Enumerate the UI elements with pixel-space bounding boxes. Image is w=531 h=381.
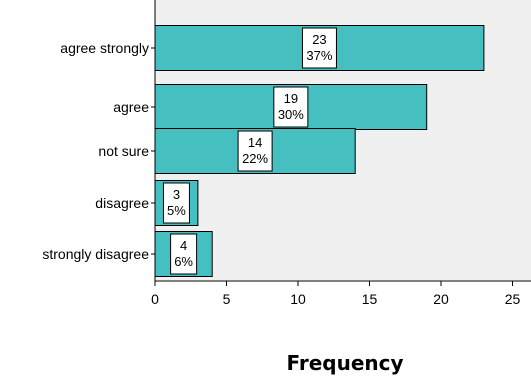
- category-label: not sure: [98, 143, 149, 159]
- category-label: agree strongly: [60, 40, 149, 56]
- data-label-count: 23: [312, 32, 326, 47]
- data-label-box: [301, 27, 337, 69]
- category-axis: agree strongly agree not sure disagree stron…: [42, 40, 155, 262]
- category-label: agree: [113, 99, 149, 115]
- x-tick-label: 5: [223, 291, 231, 307]
- data-label-percent: 37%: [306, 48, 332, 63]
- data-label: 46%: [170, 233, 198, 275]
- data-label: 35%: [162, 182, 190, 224]
- x-tick-label: 10: [290, 291, 306, 307]
- data-label-percent: 5%: [167, 203, 186, 218]
- x-tick-label: 0: [151, 291, 159, 307]
- data-label-percent: 30%: [278, 107, 304, 122]
- x-axis-title: Frequency: [286, 351, 403, 375]
- x-tick-label: 25: [505, 291, 521, 307]
- data-label-percent: 6%: [174, 254, 193, 269]
- data-label-count: 4: [180, 238, 187, 253]
- x-tick-label: 20: [433, 291, 449, 307]
- category-label: disagree: [95, 195, 149, 211]
- data-label-count: 3: [173, 187, 180, 202]
- category-label: strongly disagree: [42, 246, 149, 262]
- data-label-box: [273, 86, 309, 128]
- data-label-box: [237, 130, 273, 172]
- data-label-box: [170, 233, 198, 275]
- data-label-count: 14: [248, 135, 262, 150]
- data-label-box: [162, 182, 190, 224]
- data-label-count: 19: [284, 91, 298, 106]
- value-axis: 0 5 10 15 20 25: [151, 281, 520, 307]
- data-label-percent: 22%: [242, 151, 268, 166]
- x-tick-label: 15: [362, 291, 378, 307]
